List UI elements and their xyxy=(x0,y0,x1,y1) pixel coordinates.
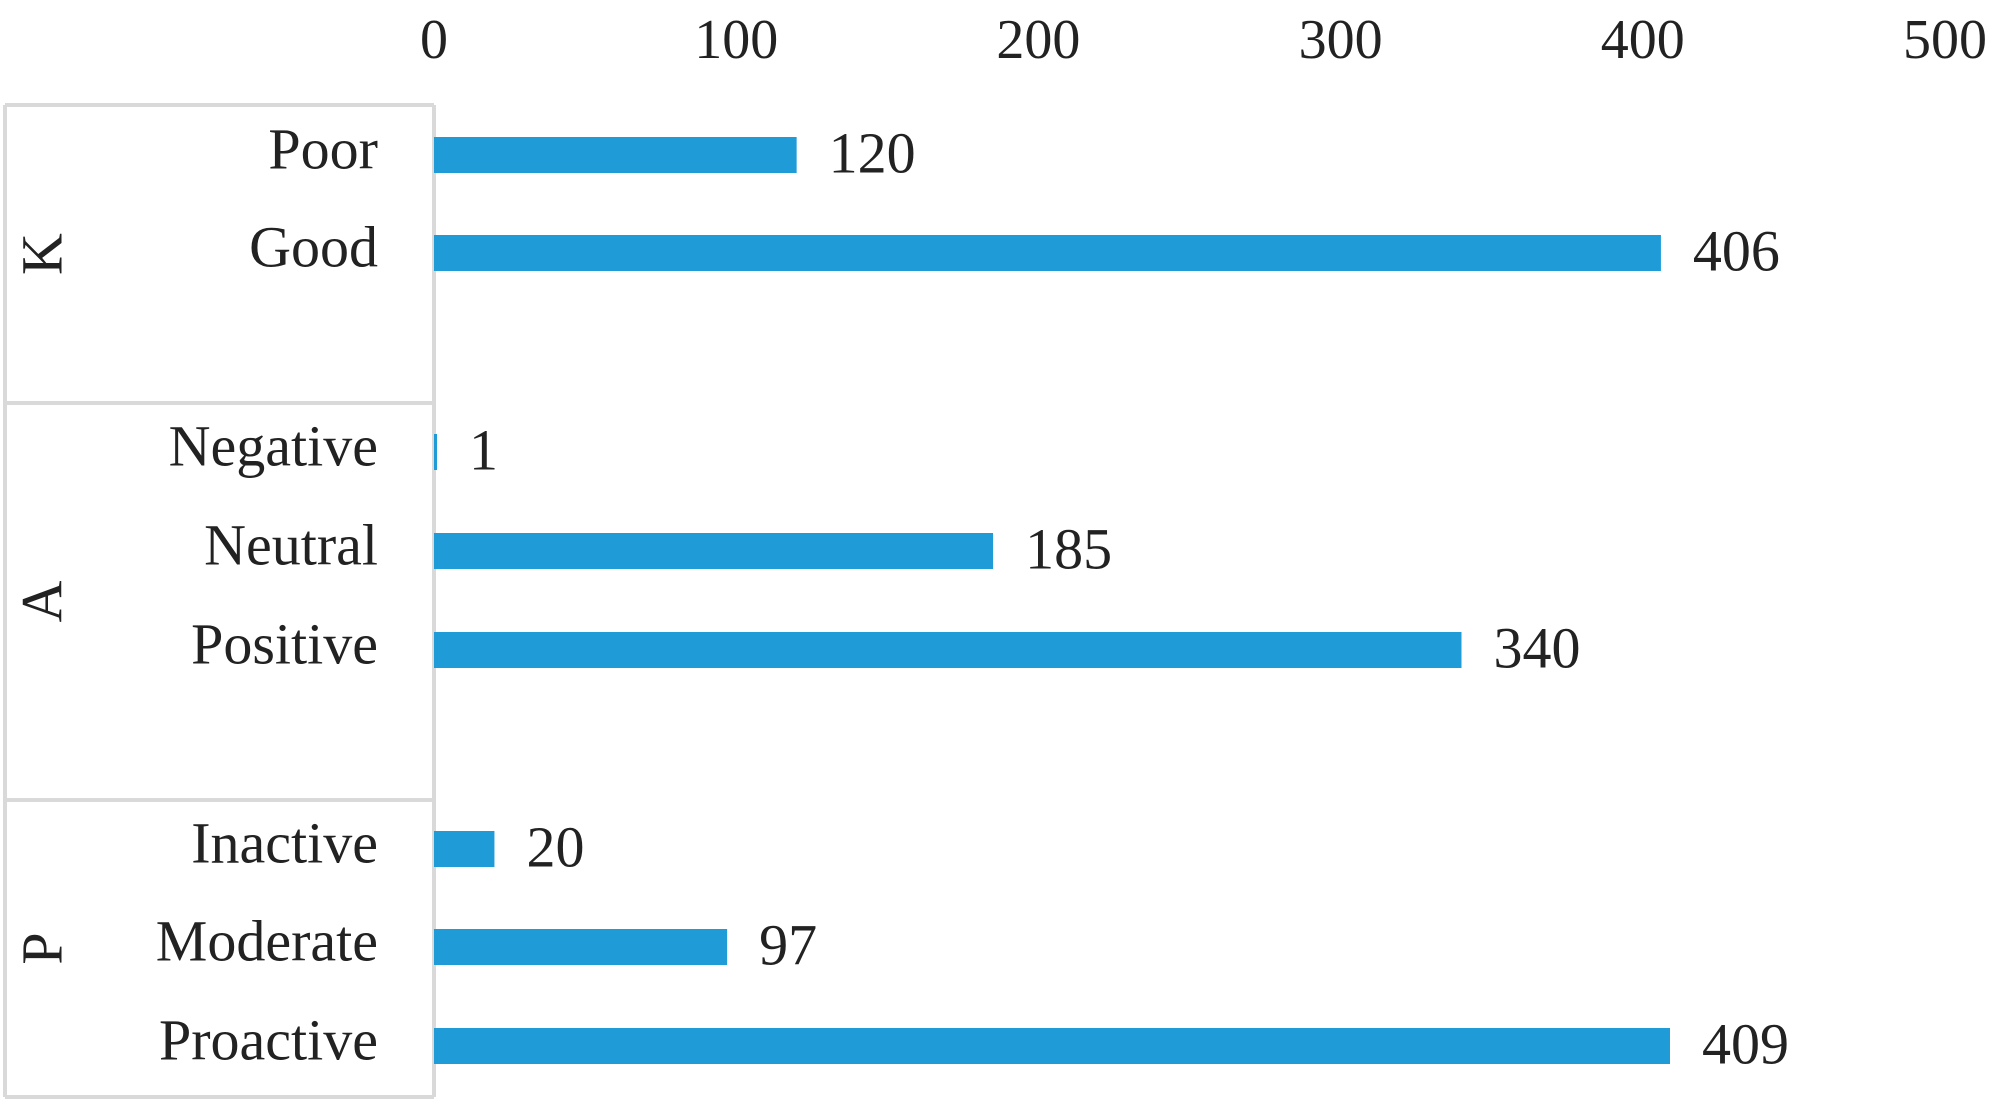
group-labels: K A P xyxy=(9,233,74,965)
data-label: 120 xyxy=(829,120,916,185)
category-label: Positive xyxy=(191,611,378,676)
data-label: 97 xyxy=(759,912,817,977)
category-label: Inactive xyxy=(191,810,378,875)
data-label: 20 xyxy=(526,814,584,879)
category-label: Proactive xyxy=(159,1007,378,1072)
bar xyxy=(434,137,797,173)
data-label: 340 xyxy=(1493,615,1580,680)
data-label: 406 xyxy=(1693,218,1780,283)
bar xyxy=(434,533,994,569)
bar xyxy=(434,434,438,470)
category-label: Neutral xyxy=(204,512,378,577)
category-label: Poor xyxy=(268,116,378,181)
bar xyxy=(434,632,1462,668)
x-tick-label: 400 xyxy=(1601,9,1685,71)
data-label: 1 xyxy=(469,417,498,482)
group-label: K xyxy=(9,233,74,275)
category-labels: Poor Good Negative Neutral Positive Inactive M… xyxy=(156,116,378,1072)
group-label: A xyxy=(9,580,74,622)
data-labels: 120 406 1 185 340 20 97 409 xyxy=(469,120,1789,1076)
x-tick-label: 200 xyxy=(996,9,1080,71)
bars xyxy=(434,137,1670,1064)
category-label: Moderate xyxy=(156,908,378,973)
x-axis-ticks: 0 100 200 300 400 500 xyxy=(420,9,1987,71)
bar xyxy=(434,831,495,867)
category-label: Good xyxy=(249,214,378,279)
x-tick-label: 500 xyxy=(1903,9,1987,71)
x-tick-label: 100 xyxy=(694,9,778,71)
group-label: P xyxy=(9,932,74,964)
x-tick-label: 0 xyxy=(420,9,448,71)
data-label: 185 xyxy=(1025,516,1112,581)
x-tick-label: 300 xyxy=(1299,9,1383,71)
bar xyxy=(434,235,1661,271)
data-label: 409 xyxy=(1702,1011,1789,1076)
bar xyxy=(434,1028,1670,1064)
category-label: Negative xyxy=(169,413,378,478)
bar xyxy=(434,929,728,965)
